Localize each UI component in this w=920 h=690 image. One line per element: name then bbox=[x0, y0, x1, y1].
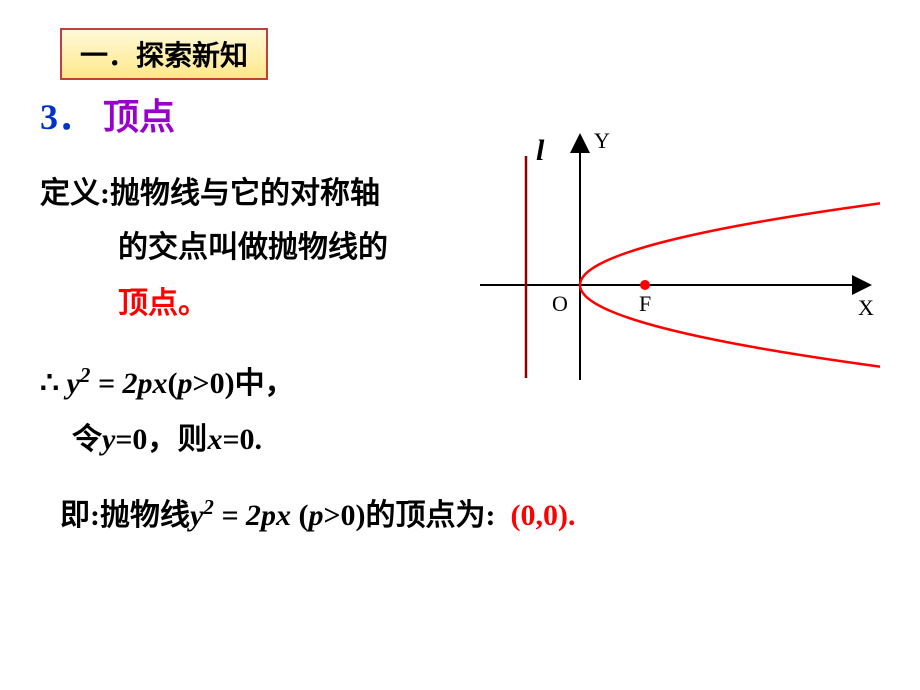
conclusion-line: 即:抛物线y2 = 2px (p>0)的顶点为: (0,0). bbox=[60, 490, 576, 534]
label-l: l bbox=[536, 134, 545, 167]
section-name: 顶点 bbox=[103, 97, 175, 137]
eq-part-b: = 2 bbox=[90, 367, 137, 400]
vertex-word: 顶点。 bbox=[118, 287, 208, 320]
paren-open: ( bbox=[168, 367, 178, 400]
focus-point bbox=[640, 280, 650, 290]
definition-line2: 的交点叫做抛物线的 bbox=[118, 222, 388, 266]
section-title: 3． 顶点 bbox=[40, 88, 175, 140]
derivation-line2: 令y=0，则x=0. bbox=[72, 414, 262, 458]
label-y-axis: Y bbox=[594, 128, 610, 153]
var-x2: x bbox=[207, 423, 222, 456]
conclusion-prefix: 即:抛物线 bbox=[60, 499, 190, 532]
label-origin: O bbox=[552, 291, 568, 316]
var-y: y bbox=[67, 367, 80, 400]
eq-zero: =0. bbox=[222, 423, 262, 456]
exp-2: 2 bbox=[80, 363, 91, 387]
vertex-answer: (0,0). bbox=[511, 499, 576, 532]
derivation-line1: ∴ y2 = 2px(p>0)中， bbox=[40, 358, 295, 402]
eq-part-b2: = 2 bbox=[214, 499, 261, 532]
var-y3: y bbox=[190, 499, 203, 532]
diagram-svg: l Y X O F bbox=[470, 120, 880, 390]
let-word: 令 bbox=[72, 423, 102, 456]
parabola-curve bbox=[580, 170, 880, 390]
therefore-symbol: ∴ bbox=[40, 367, 67, 400]
header-title: 一．探索新知 bbox=[80, 41, 248, 72]
definition-line1: 定义:抛物线与它的对称轴 bbox=[40, 168, 380, 212]
eq-part-f: >0)中， bbox=[193, 367, 295, 400]
var-y2: y bbox=[102, 423, 115, 456]
header-box: 一．探索新知 bbox=[60, 28, 268, 80]
eq-zero-then: =0，则 bbox=[115, 423, 207, 456]
exp-2b: 2 bbox=[203, 495, 214, 519]
var-p2: p bbox=[308, 499, 323, 532]
var-px2: px bbox=[261, 499, 299, 532]
label-x-axis: X bbox=[858, 295, 874, 320]
paren-open2: ( bbox=[298, 499, 308, 532]
parabola-diagram: l Y X O F bbox=[470, 120, 880, 380]
var-px: px bbox=[138, 367, 168, 400]
label-focus: F bbox=[639, 291, 651, 316]
section-number: 3． bbox=[40, 97, 94, 137]
conclusion-suffix: >0)的顶点为: bbox=[323, 499, 503, 532]
definition-line3: 顶点。 bbox=[118, 278, 208, 322]
var-p: p bbox=[178, 367, 193, 400]
